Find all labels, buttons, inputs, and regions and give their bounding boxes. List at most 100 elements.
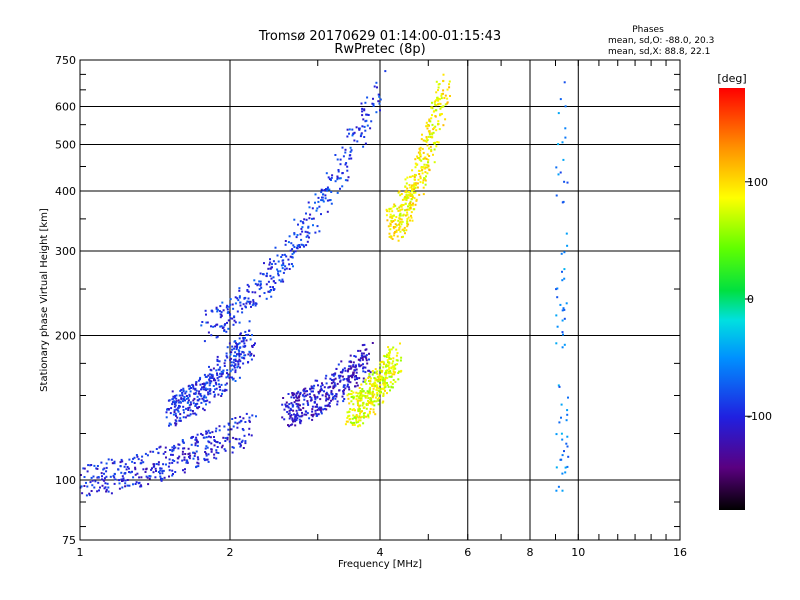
data-point [384, 383, 387, 386]
data-point [192, 451, 195, 454]
data-point [282, 262, 285, 265]
data-point [167, 408, 170, 410]
data-point [431, 114, 433, 117]
data-point [204, 375, 207, 378]
data-point [303, 398, 306, 401]
data-point [350, 361, 353, 364]
data-point [299, 422, 302, 425]
data-point [131, 460, 134, 463]
data-point [442, 124, 445, 127]
data-point [295, 402, 298, 405]
data-point [566, 409, 569, 412]
data-point [410, 214, 412, 217]
data-point [231, 378, 234, 381]
data-point [223, 389, 226, 392]
data-point [282, 397, 285, 399]
data-point [415, 184, 418, 187]
data-point [193, 455, 196, 457]
data-point [360, 364, 363, 367]
data-point [224, 383, 227, 386]
data-point [228, 377, 231, 379]
data-point [285, 255, 288, 258]
data-point [201, 397, 204, 400]
data-point [285, 405, 288, 408]
data-point [290, 242, 293, 245]
data-point [113, 462, 116, 465]
data-point [113, 482, 116, 485]
data-point [164, 446, 167, 449]
data-point [427, 158, 430, 161]
data-point [206, 321, 209, 324]
data-point [179, 417, 182, 420]
data-point [401, 198, 404, 201]
data-point [388, 372, 391, 375]
data-point [234, 371, 237, 374]
data-point [401, 220, 404, 223]
data-point [231, 446, 234, 449]
data-point [316, 409, 319, 411]
data-point [248, 302, 251, 305]
data-point [415, 174, 417, 177]
data-point [269, 289, 272, 292]
data-point [296, 405, 299, 408]
data-point [319, 407, 322, 410]
data-point [410, 198, 413, 201]
data-point [226, 321, 228, 324]
data-point [419, 149, 422, 152]
data-point [102, 468, 105, 471]
data-point [366, 362, 369, 365]
data-point [283, 253, 286, 256]
data-point [83, 467, 86, 470]
data-point [134, 468, 137, 471]
data-point [203, 409, 206, 412]
data-point [168, 399, 171, 402]
data-point [360, 133, 363, 136]
data-point [239, 333, 242, 336]
data-point [410, 186, 413, 189]
data-point [363, 343, 366, 346]
data-point [389, 370, 392, 373]
data-point [357, 421, 360, 424]
data-point [427, 164, 430, 167]
data-point [439, 102, 442, 105]
data-point [362, 416, 365, 419]
data-point [359, 404, 362, 407]
data-point [362, 412, 365, 415]
data-point [267, 290, 270, 293]
data-point [341, 185, 344, 188]
data-point [305, 244, 308, 247]
data-point [431, 133, 434, 136]
data-point [398, 370, 401, 373]
data-point [244, 421, 247, 423]
data-point [133, 456, 136, 459]
data-point [312, 217, 315, 220]
data-point [162, 452, 165, 455]
data-point [124, 485, 127, 488]
data-point [306, 231, 309, 234]
data-point [336, 191, 339, 194]
data-point [94, 480, 97, 483]
data-point [188, 393, 191, 396]
data-point [235, 348, 238, 351]
data-point [376, 385, 379, 388]
data-point [409, 206, 412, 209]
data-point [181, 459, 184, 462]
data-point [105, 490, 108, 493]
data-point [397, 209, 400, 212]
data-point [152, 450, 155, 453]
data-point [113, 460, 116, 463]
data-point [229, 317, 232, 320]
data-point [194, 442, 197, 445]
data-point [294, 424, 297, 427]
data-point [198, 398, 201, 401]
data-point [336, 403, 339, 406]
data-point [397, 378, 400, 381]
data-point [230, 364, 232, 367]
data-point [160, 467, 163, 470]
data-point [122, 477, 125, 480]
stats-x-line: mean, sd,X: 88.8, 22.1 [608, 47, 710, 57]
data-point [565, 419, 568, 422]
data-point [562, 333, 564, 336]
data-point [265, 283, 268, 286]
data-point [388, 207, 391, 210]
